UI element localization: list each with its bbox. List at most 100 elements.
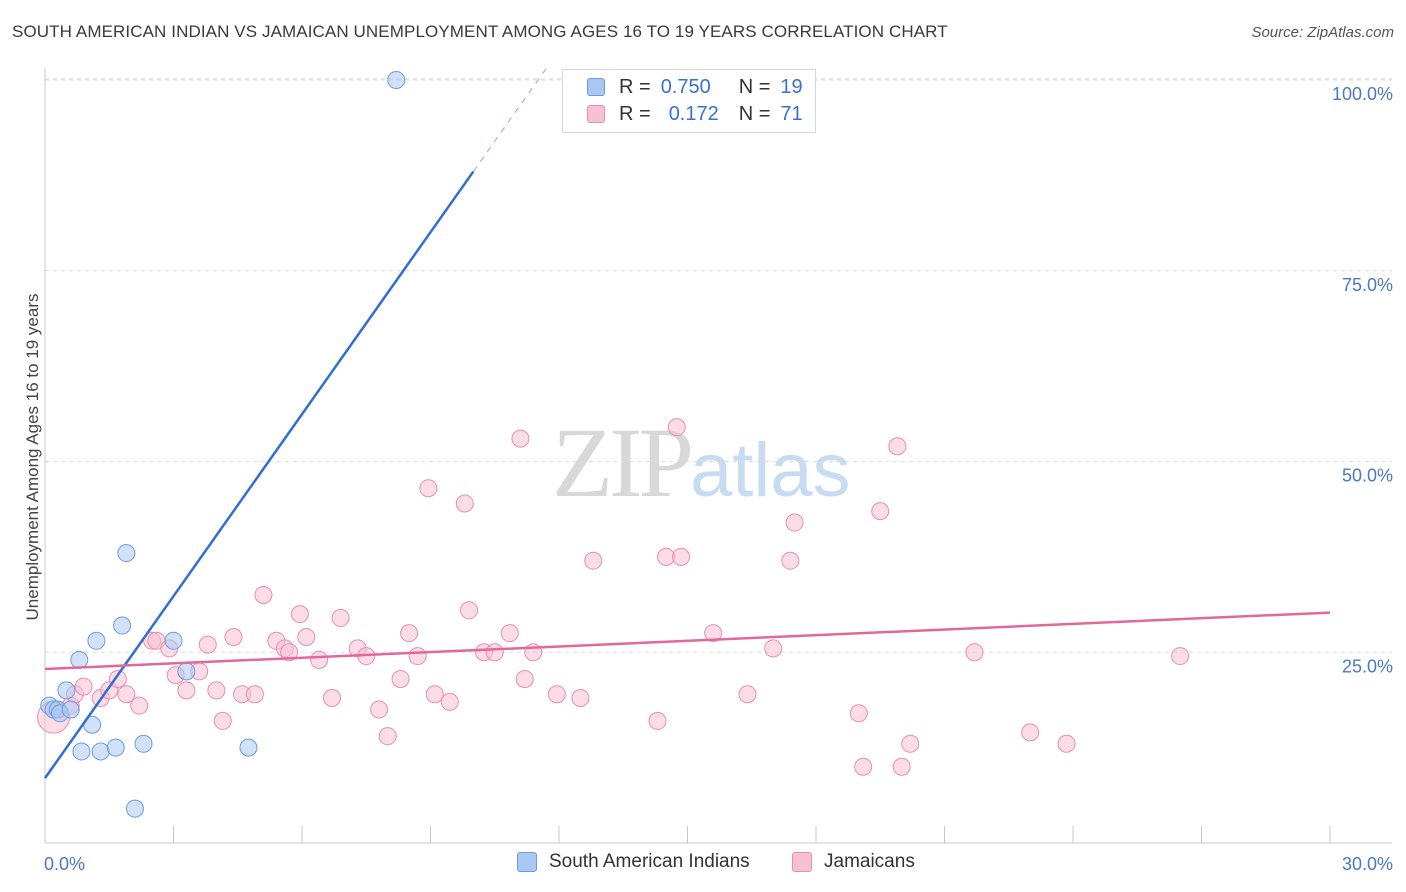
- legend-n-label: N =: [738, 75, 771, 98]
- legend-r-value: 0.750: [660, 75, 711, 98]
- point-south-american-indians: [70, 650, 89, 669]
- legend-label: Jamaicans: [824, 851, 915, 872]
- point-jamaicans: [764, 639, 783, 658]
- point-jamaicans: [331, 608, 350, 627]
- legend-item-south-american-indians: South American Indians: [517, 851, 750, 873]
- point-south-american-indians: [87, 631, 106, 650]
- watermark-atlas: atlas: [690, 428, 851, 513]
- point-south-american-indians: [387, 71, 406, 89]
- point-jamaicans: [74, 677, 93, 696]
- point-jamaicans: [280, 643, 299, 662]
- point-jamaicans: [440, 692, 459, 711]
- point-south-american-indians: [164, 631, 183, 650]
- point-jamaicans: [177, 681, 196, 700]
- point-jamaicans: [290, 605, 309, 624]
- y-tick-label: 100.0%: [1332, 84, 1393, 104]
- point-jamaicans: [571, 689, 590, 708]
- point-jamaicans: [500, 624, 519, 643]
- point-jamaicans: [871, 502, 890, 521]
- point-jamaicans: [547, 685, 566, 704]
- point-jamaicans: [1021, 723, 1040, 742]
- point-south-american-indians: [113, 616, 132, 635]
- legend-swatch-blue: [587, 78, 605, 96]
- trend-line-south-american-indians: [43, 170, 475, 779]
- point-jamaicans: [849, 704, 868, 723]
- legend-row-jamaicans: R = 0.172 N = 71: [587, 101, 803, 127]
- correlation-legend: R = 0.750 N = 19 R = 0.172 N = 71: [562, 69, 816, 133]
- point-jamaicans: [648, 711, 667, 730]
- point-jamaicans: [455, 494, 474, 513]
- grid-lines: [45, 78, 1392, 653]
- point-jamaicans: [254, 586, 273, 605]
- point-jamaicans: [408, 647, 427, 666]
- trend-line-extension: [472, 68, 547, 172]
- point-south-american-indians: [72, 742, 91, 761]
- axes: [44, 68, 1392, 844]
- point-jamaicans: [704, 624, 723, 643]
- point-jamaicans: [738, 685, 757, 704]
- point-jamaicans: [245, 685, 264, 704]
- legend-swatch-blue: [517, 852, 537, 872]
- point-jamaicans: [854, 757, 873, 776]
- point-jamaicans: [378, 727, 397, 746]
- point-jamaicans: [310, 650, 329, 669]
- legend-r-value: 0.172: [668, 102, 719, 125]
- point-jamaicans: [460, 601, 479, 620]
- x-tick-label: 0.0%: [44, 854, 85, 874]
- legend-n-value: 71: [780, 102, 803, 125]
- legend-n-value: 19: [780, 75, 803, 98]
- point-jamaicans: [888, 437, 907, 456]
- x-tick-label: 30.0%: [1342, 854, 1393, 874]
- point-south-american-indians: [177, 662, 196, 681]
- chart-title: SOUTH AMERICAN INDIAN VS JAMAICAN UNEMPL…: [12, 22, 948, 41]
- point-south-american-indians: [134, 734, 153, 753]
- point-jamaicans: [1171, 647, 1190, 666]
- point-jamaicans: [672, 547, 691, 566]
- point-jamaicans: [400, 624, 419, 643]
- point-jamaicans: [419, 479, 438, 498]
- legend-swatch-pink: [587, 105, 605, 123]
- point-jamaicans: [224, 627, 243, 646]
- point-jamaicans: [117, 685, 136, 704]
- point-jamaicans: [892, 757, 911, 776]
- tick-labels: 25.0% 50.0% 75.0% 100.0% 0.0% 30.0%: [44, 84, 1393, 874]
- point-south-american-indians: [125, 799, 144, 818]
- point-south-american-indians: [91, 742, 110, 761]
- point-jamaicans: [1057, 734, 1076, 753]
- trend-line-jamaicans: [44, 611, 1331, 671]
- point-jamaicans: [213, 711, 232, 730]
- point-jamaicans: [511, 429, 530, 448]
- point-jamaicans: [130, 696, 149, 715]
- point-jamaicans: [198, 635, 217, 654]
- point-jamaicans: [391, 669, 410, 688]
- legend-r-label: R =: [619, 102, 651, 125]
- series-legend: South American Indians Jamaicans: [0, 851, 1406, 879]
- point-south-american-indians: [239, 738, 258, 757]
- point-jamaicans: [297, 627, 316, 646]
- y-tick-label: 25.0%: [1342, 656, 1393, 676]
- point-jamaicans: [901, 734, 920, 753]
- y-tick-label: 75.0%: [1342, 275, 1393, 295]
- legend-item-jamaicans: Jamaicans: [792, 851, 915, 873]
- legend-n-label: N =: [738, 102, 771, 125]
- point-south-american-indians: [106, 738, 125, 757]
- point-jamaicans: [657, 547, 676, 566]
- point-jamaicans: [322, 689, 341, 708]
- y-axis-label: Unemployment Among Ages 16 to 19 years: [23, 294, 42, 621]
- point-south-american-indians: [57, 681, 76, 700]
- point-jamaicans: [667, 418, 686, 437]
- trend-lines: [43, 68, 1331, 779]
- data-points: [37, 71, 1190, 818]
- point-jamaicans: [965, 643, 984, 662]
- point-jamaicans: [515, 669, 534, 688]
- y-tick-label: 50.0%: [1342, 466, 1393, 486]
- legend-r-label: R =: [619, 75, 651, 98]
- source-label: Source: ZipAtlas.com: [1251, 24, 1394, 41]
- point-south-american-indians: [61, 700, 80, 719]
- point-south-american-indians: [117, 544, 136, 563]
- point-jamaicans: [370, 700, 389, 719]
- legend-row-south-american-indians: R = 0.750 N = 19: [587, 74, 803, 100]
- point-jamaicans: [425, 685, 444, 704]
- point-jamaicans: [584, 551, 603, 570]
